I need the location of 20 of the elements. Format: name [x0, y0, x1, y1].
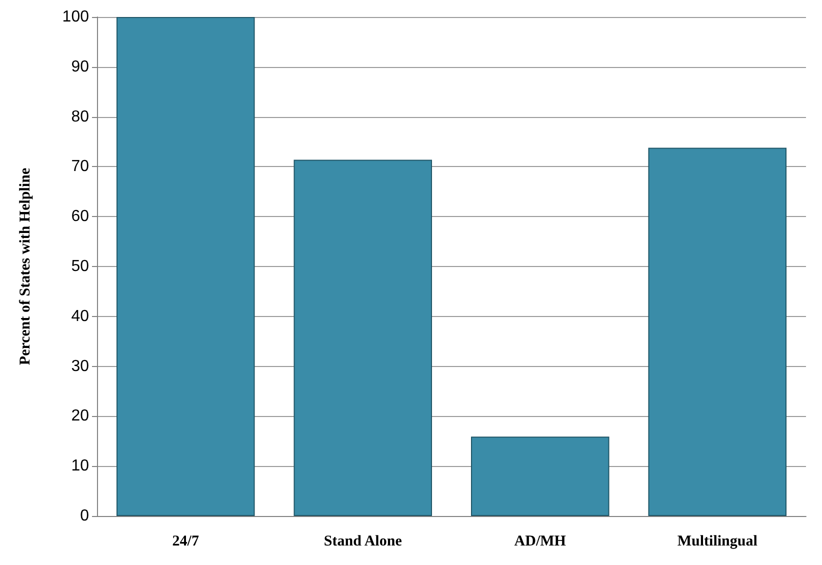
- bar: [294, 160, 432, 516]
- y-tick-label: 80: [71, 108, 90, 126]
- y-tick-label: 60: [71, 208, 90, 226]
- y-tick-label: 20: [71, 408, 90, 425]
- bar: [648, 148, 787, 516]
- y-tick-label: 0: [80, 508, 90, 524]
- x-tick-label: Multilingual: [677, 534, 758, 550]
- bar: [471, 436, 610, 516]
- y-tick-label: 10: [71, 458, 90, 475]
- bar: [116, 17, 255, 516]
- y-tick-label: 50: [71, 258, 90, 275]
- y-tick-label: 70: [71, 158, 90, 176]
- y-tick-label: 90: [71, 58, 90, 76]
- x-tick-label: AD/MH: [514, 534, 566, 550]
- x-tick-label: 24/7: [172, 534, 200, 550]
- y-tick-label: 40: [71, 308, 90, 325]
- y-axis-title: Percent of States with Helpline: [18, 168, 34, 366]
- x-tick-label: Stand Alone: [324, 534, 402, 550]
- y-tick-label: 30: [71, 358, 90, 375]
- y-tick-label: 100: [62, 8, 90, 26]
